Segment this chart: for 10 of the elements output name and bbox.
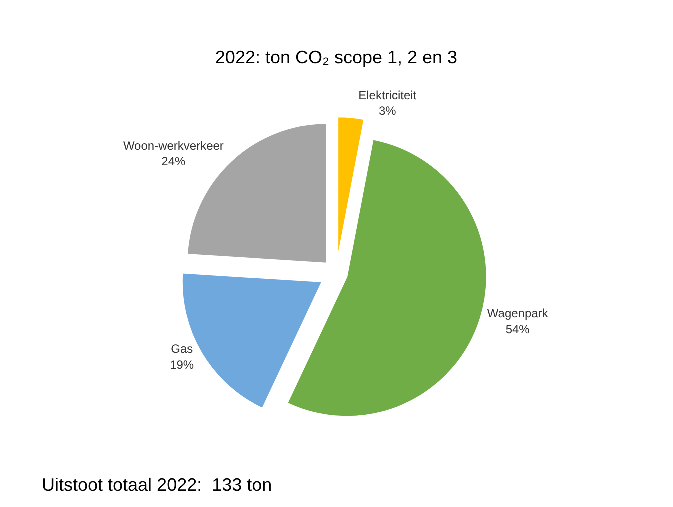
slice-label: Gas (171, 342, 194, 356)
data-label: 54% (506, 322, 530, 336)
data-label: 24% (162, 154, 186, 168)
data-label: 19% (170, 358, 194, 372)
text: Uitstoot totaal 2022: 133 ton (42, 475, 272, 495)
slice-label: Elektriciteit (358, 88, 418, 102)
chart-title: 2022: ton CO₂ scope 1, 2 en 3 (215, 47, 458, 68)
data-label: 3% (378, 104, 397, 118)
slice-label: Wagenpark (487, 306, 550, 321)
slice-label: Woon-werkverkeer (123, 138, 224, 153)
